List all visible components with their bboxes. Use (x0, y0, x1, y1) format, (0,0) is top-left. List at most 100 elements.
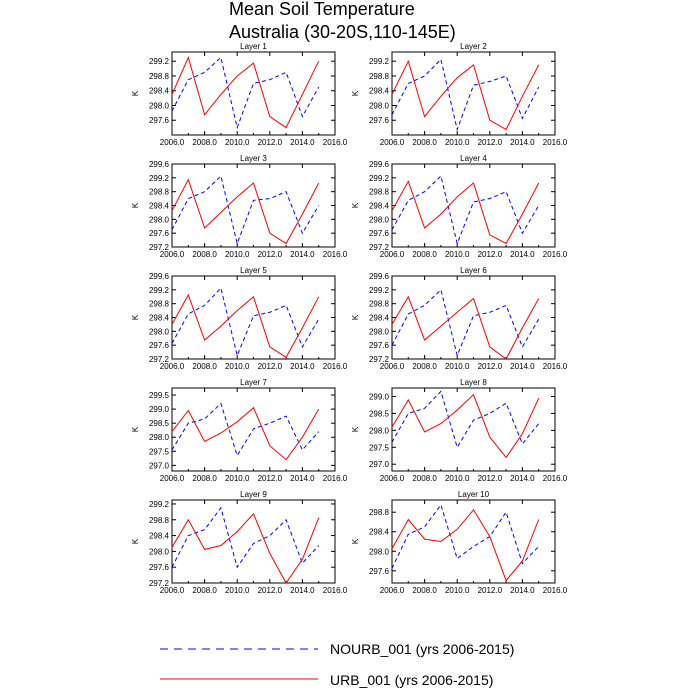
x-tick-label: 2008.0 (412, 138, 437, 147)
x-tick-label: 2006.0 (160, 474, 185, 483)
x-tick-label: 2006.0 (160, 250, 185, 259)
y-tick-label: 297.2 (369, 355, 390, 364)
y-tick-label: 298.4 (369, 202, 390, 211)
y-tick-label: 298.8 (369, 188, 390, 197)
y-tick-label: 297.0 (149, 461, 170, 470)
x-tick-label: 2012.0 (258, 250, 283, 259)
x-tick-label: 2012.0 (478, 362, 503, 371)
panel-layer-3: Layer 3 K 2006.0 2008.0 2010.0 2012.0 2014.0 20… (131, 154, 348, 259)
panel-layer-4: Layer 4 K 2006.0 2008.0 2010.0 2012.0 2014.0 20… (351, 154, 568, 259)
legend-urb-label: URB_001 (yrs 2006-2015) (330, 672, 493, 688)
x-tick-label: 2010.0 (225, 250, 250, 259)
y-tick-label: 298.8 (149, 300, 170, 309)
x-tick-label: 2012.0 (258, 474, 283, 483)
series-line-nourb (391, 58, 540, 132)
y-tick-label: 297.2 (369, 243, 390, 252)
x-tick-label: 2006.0 (380, 362, 405, 371)
x-tick-label: 2010.0 (445, 362, 470, 371)
panel-layer-8: Layer 8 K 2006.0 2008.0 2010.0 2012.0 2014.0 20… (351, 378, 568, 483)
figure-title-line2: Australia (30-20S,110-145E) (229, 22, 456, 42)
x-tick-label: 2008.0 (192, 474, 217, 483)
y-tick-label: 298.4 (369, 314, 390, 323)
panel-title: Layer 1 (240, 42, 267, 51)
series-line-nourb (391, 175, 540, 246)
plot-frame (391, 387, 556, 472)
x-tick-label: 2008.0 (412, 474, 437, 483)
x-tick-label: 2006.0 (160, 362, 185, 371)
x-tick-label: 2012.0 (258, 586, 283, 595)
y-axis-label: K (351, 202, 360, 208)
x-tick-label: 2008.0 (412, 362, 437, 371)
x-tick-label: 2008.0 (192, 362, 217, 371)
panel-layer-10: Layer 10 K 2006.0 2008.0 2010.0 2012.0 2014.0 2… (351, 490, 568, 595)
series-line-nourb (171, 402, 320, 457)
y-tick-label: 298.4 (149, 314, 170, 323)
y-tick-label: 298.8 (149, 516, 170, 525)
y-tick-label: 299.6 (369, 272, 390, 281)
y-tick-label: 298.0 (369, 327, 390, 336)
panel-layer-6: Layer 6 K 2006.0 2008.0 2010.0 2012.0 2014.0 20… (351, 266, 568, 371)
x-tick-label: 2014.0 (510, 474, 535, 483)
y-axis-label: K (131, 538, 140, 544)
y-tick-label: 298.4 (369, 528, 390, 537)
panel-layer-9: Layer 9 K 2006.0 2008.0 2010.0 2012.0 2014.0 20… (131, 490, 348, 595)
y-tick-label: 298.0 (149, 327, 170, 336)
y-tick-label: 298.8 (369, 300, 390, 309)
panel-title: Layer 6 (460, 266, 487, 275)
y-tick-label: 298.0 (149, 101, 170, 110)
y-tick-label: 298.5 (149, 419, 170, 428)
y-tick-label: 298.8 (369, 508, 390, 517)
y-tick-label: 297.2 (149, 355, 170, 364)
panel-title: Layer 9 (240, 490, 267, 499)
y-tick-label: 298.0 (369, 426, 390, 435)
x-tick-label: 2012.0 (478, 138, 503, 147)
y-axis-label: K (131, 202, 140, 208)
y-tick-label: 298.4 (149, 532, 170, 541)
x-tick-label: 2016.0 (543, 250, 568, 259)
panel-title: Layer 2 (460, 42, 487, 51)
y-tick-label: 297.6 (149, 341, 170, 350)
y-tick-label: 299.6 (369, 160, 390, 169)
y-tick-label: 299.2 (149, 174, 170, 183)
series-line-urb (171, 178, 320, 245)
y-axis-label: K (351, 426, 360, 432)
y-tick-label: 298.0 (369, 215, 390, 224)
y-axis-label: K (351, 90, 360, 96)
x-tick-label: 2008.0 (412, 586, 437, 595)
panel-title: Layer 8 (460, 378, 487, 387)
y-tick-label: 297.2 (149, 579, 170, 588)
panel-title: Layer 5 (240, 266, 267, 275)
series-line-nourb (171, 287, 320, 358)
x-tick-label: 2016.0 (323, 474, 348, 483)
x-tick-label: 2010.0 (225, 474, 250, 483)
x-tick-label: 2014.0 (510, 362, 535, 371)
panel-grid: Layer 1 K 2006.0 2008.0 2010.0 2012.0 2014.0 20… (131, 42, 568, 595)
y-tick-label: 299.2 (149, 286, 170, 295)
series-line-nourb (171, 175, 320, 246)
legend: NOURB_001 (yrs 2006-2015) URB_001 (yrs 2… (160, 641, 514, 688)
y-tick-label: 297.5 (369, 443, 390, 452)
x-tick-label: 2010.0 (445, 138, 470, 147)
y-tick-label: 298.0 (149, 547, 170, 556)
panel-layer-7: Layer 7 K 2006.0 2008.0 2010.0 2012.0 2014.0 20… (131, 378, 348, 483)
y-tick-label: 299.2 (369, 174, 390, 183)
x-tick-label: 2006.0 (380, 250, 405, 259)
plot-frame (171, 499, 336, 584)
x-tick-label: 2014.0 (290, 362, 315, 371)
y-tick-label: 299.0 (369, 392, 390, 401)
y-tick-label: 297.2 (149, 243, 170, 252)
series-line-urb (171, 293, 320, 359)
y-axis-label: K (131, 314, 140, 320)
x-tick-label: 2008.0 (192, 138, 217, 147)
x-tick-label: 2010.0 (225, 138, 250, 147)
x-tick-label: 2010.0 (445, 586, 470, 595)
y-tick-label: 298.5 (369, 409, 390, 418)
series-line-nourb (171, 56, 320, 130)
x-tick-label: 2016.0 (543, 138, 568, 147)
y-tick-label: 298.4 (369, 87, 390, 96)
y-tick-label: 298.0 (149, 433, 170, 442)
x-tick-label: 2014.0 (510, 250, 535, 259)
series-line-nourb (171, 506, 320, 569)
panel-title: Layer 4 (460, 154, 487, 163)
